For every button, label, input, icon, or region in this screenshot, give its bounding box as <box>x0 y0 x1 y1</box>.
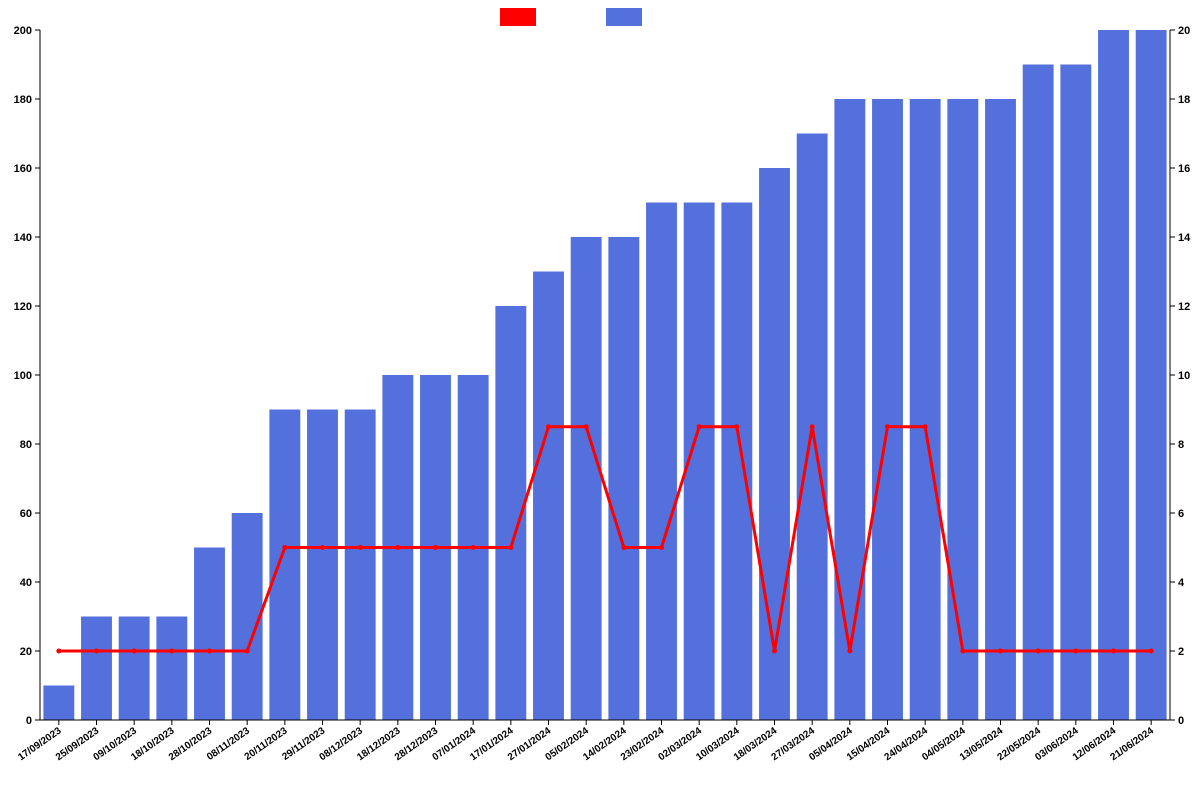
bar <box>910 99 941 720</box>
line-marker <box>1073 649 1078 654</box>
bar <box>721 203 752 721</box>
line-marker <box>508 545 513 550</box>
bar <box>307 410 338 721</box>
line-marker <box>56 649 61 654</box>
line-marker <box>245 649 250 654</box>
bar <box>1136 30 1167 720</box>
line-marker <box>395 545 400 550</box>
ytick-left-label: 40 <box>20 577 32 589</box>
bar <box>646 203 677 721</box>
line-marker <box>94 649 99 654</box>
line-marker <box>734 424 739 429</box>
bar <box>872 99 903 720</box>
line-marker <box>998 649 1003 654</box>
legend-swatch-line <box>500 8 536 26</box>
line-marker <box>885 424 890 429</box>
bar <box>608 237 639 720</box>
line-marker <box>810 424 815 429</box>
ytick-right-label: 6 <box>1178 508 1184 520</box>
bar <box>533 272 564 721</box>
line-marker <box>320 545 325 550</box>
ytick-left-label: 20 <box>20 646 32 658</box>
legend-swatch-bar <box>606 8 642 26</box>
line-marker <box>546 424 551 429</box>
line-marker <box>1149 649 1154 654</box>
bar <box>345 410 376 721</box>
chart-svg: 0 20 40 60 80 100 120 140 160 180 200 0 2 4 6 8 10 12 14 16… <box>0 0 1200 800</box>
bar <box>834 99 865 720</box>
bar <box>194 548 225 721</box>
ytick-left-label: 120 <box>14 301 32 313</box>
ytick-right-label: 12 <box>1178 301 1190 313</box>
line-marker <box>1111 649 1116 654</box>
bar <box>1023 65 1054 721</box>
line-marker <box>621 545 626 550</box>
ytick-right-label: 14 <box>1178 232 1191 244</box>
ytick-left-label: 200 <box>14 25 32 37</box>
line-marker <box>847 649 852 654</box>
bar <box>947 99 978 720</box>
line-marker <box>923 424 928 429</box>
ytick-right-label: 4 <box>1178 577 1185 589</box>
combo-chart: 0 20 40 60 80 100 120 140 160 180 200 0 2 4 6 8 10 12 14 16… <box>0 0 1200 800</box>
ytick-left-label: 0 <box>26 715 32 727</box>
bar <box>759 168 790 720</box>
line-marker <box>471 545 476 550</box>
ytick-left-label: 160 <box>14 163 32 175</box>
line-marker <box>207 649 212 654</box>
bar <box>1060 65 1091 721</box>
bar <box>81 617 112 721</box>
ytick-right-label: 2 <box>1178 646 1184 658</box>
ytick-left-label: 180 <box>14 94 32 106</box>
line-marker <box>659 545 664 550</box>
ytick-left-label: 140 <box>14 232 32 244</box>
ytick-right-label: 8 <box>1178 439 1184 451</box>
line-marker <box>584 424 589 429</box>
ytick-left-label: 80 <box>20 439 32 451</box>
line-marker <box>1036 649 1041 654</box>
line-marker <box>772 649 777 654</box>
bar <box>119 617 150 721</box>
line-marker <box>169 649 174 654</box>
bar <box>985 99 1016 720</box>
bar <box>571 237 602 720</box>
line-marker <box>282 545 287 550</box>
ytick-right-label: 20 <box>1178 25 1190 37</box>
line-marker <box>697 424 702 429</box>
bar <box>1098 30 1129 720</box>
line-marker <box>960 649 965 654</box>
bar <box>232 513 263 720</box>
ytick-right-label: 10 <box>1178 370 1190 382</box>
bar <box>43 686 74 721</box>
line-marker <box>358 545 363 550</box>
ytick-right-label: 18 <box>1178 94 1190 106</box>
line-marker <box>433 545 438 550</box>
ytick-right-label: 0 <box>1178 715 1184 727</box>
bar <box>156 617 187 721</box>
ytick-left-label: 100 <box>14 370 32 382</box>
line-marker <box>132 649 137 654</box>
ytick-right-label: 16 <box>1178 163 1190 175</box>
ytick-left-label: 60 <box>20 508 32 520</box>
bar <box>269 410 300 721</box>
